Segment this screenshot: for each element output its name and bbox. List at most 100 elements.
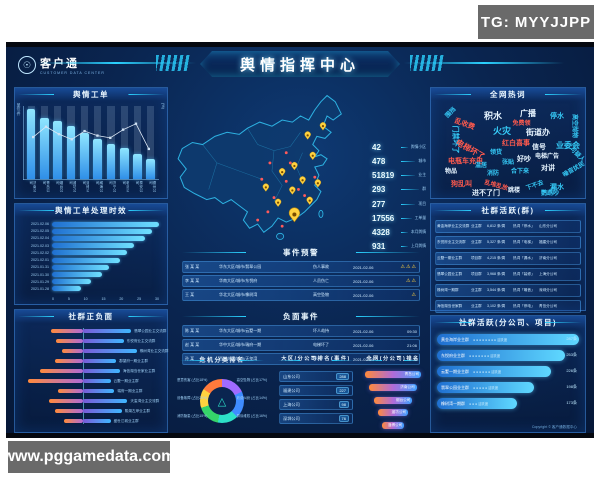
- group-type: 业主群: [471, 240, 482, 244]
- positive-bar: [82, 328, 132, 334]
- tg-watermark-badge: TG: MYYJJPP: [478, 5, 594, 39]
- keyword: 坏人劫持: [313, 328, 329, 333]
- positive-bar: [82, 368, 120, 374]
- slice-label: 收费纠纷 (占比14%): [236, 396, 267, 400]
- bar-track: [133, 106, 142, 179]
- region-rank-rows: 山东公司 288 福建公司 227 上海公司 98 深圳公司 76: [274, 368, 358, 427]
- bar: [26, 108, 36, 179]
- positive-bar: [82, 408, 122, 414]
- hot-word: 进不了门: [472, 190, 500, 198]
- capsule-count: 226条: [566, 368, 577, 373]
- panel-title: 社群活跃(群): [431, 204, 585, 217]
- stat-row: 277 项目: [372, 200, 426, 209]
- stat-label: 群: [422, 187, 426, 192]
- hot-word: 广播: [520, 108, 536, 118]
- negative-bar: [49, 398, 83, 404]
- hot-word: 下不去: [525, 179, 545, 192]
- hot-word: 物品: [445, 169, 458, 176]
- panel-title: 社群正负面: [15, 310, 167, 323]
- warning-level-icons: ⚠: [411, 292, 417, 298]
- x-label: 淄博公司: [82, 181, 90, 192]
- hbar-label: 2021.01.30: [31, 272, 49, 277]
- group-type: 项目群: [471, 256, 482, 260]
- page-title: 舆情指挥中心: [239, 56, 360, 74]
- branch-name: 上海分公司: [539, 272, 557, 276]
- stat-label: 舆情小区: [410, 145, 426, 149]
- panel-net-rank: 全网(分公司)排名 青岛公司 济南公司 烟台公司 潍坊公司 淄博公司: [362, 355, 424, 433]
- hot-word: 热词「电梯」: [513, 240, 535, 244]
- hbar-label: 2021.01.28: [31, 286, 49, 291]
- warning-level-icons: ⚠⚠⚠: [400, 264, 417, 270]
- bar-column: [79, 106, 89, 179]
- message-count: 3,968 条/周: [487, 272, 506, 276]
- stat-row: 4328 本月舆情: [372, 228, 426, 237]
- negative-row: 赵 某 某 华中大区/城市/瑞府一期 电梯坏了 2021-02-06 21:06: [182, 339, 420, 351]
- event-dot: [272, 196, 276, 200]
- event-date: 2021-02-06: [353, 264, 374, 270]
- group-type: 业主群: [471, 224, 482, 228]
- taiwan-island: [318, 209, 324, 218]
- location-pin-icon: [319, 122, 327, 131]
- hot-word: 热词「停水」: [513, 224, 535, 228]
- hot-word: 张贴: [502, 159, 515, 166]
- hbar-row: 2021.01.30: [21, 272, 159, 278]
- hbar-row: 2021.02.01: [21, 257, 159, 263]
- hbar: [52, 272, 102, 278]
- hbar-chart: 2021.02.06 2021.02.05 2021.02.04 2021.02.03…: [21, 221, 159, 292]
- x-label: 德州公司: [149, 181, 156, 192]
- bar-track: [147, 106, 155, 179]
- company-name: 山东公司: [283, 373, 300, 379]
- group-row: 黄金海岸业主交流群 业主群 6,812 条/周 热词「停水」 山东分公司: [435, 220, 581, 233]
- hbar-row: 2021.02.05: [21, 228, 159, 234]
- warning-row: 张 某 某 华东大区/城市/翡翠公园 伤人事故 2021-02-06 ⚠⚠⚠: [182, 261, 420, 273]
- diverging-row: 橡树湾业主交流群: [21, 348, 168, 354]
- bar: [119, 148, 129, 179]
- panel-title: 事件预警: [178, 247, 424, 258]
- x-tick: 0: [52, 297, 54, 301]
- group-row: 云墅一期业主群 项目群 4,215 条/周 热词「漏水」 济南分公司: [435, 252, 581, 265]
- diverging-row: 东悦府业主交流群: [21, 338, 161, 344]
- x-ticks: 0 5 10 15 20 25 30: [52, 297, 159, 301]
- hot-word: 对讲: [541, 165, 555, 173]
- diverging-row: 熙湖左岸业主群: [21, 408, 161, 414]
- event-date: 2021-02-06: [353, 342, 374, 348]
- x-label: 泰安公司: [136, 181, 143, 192]
- hot-word: 好吵: [517, 155, 531, 163]
- hot-word: 红白喜事: [502, 140, 530, 148]
- warning-rows: 张 某 某华东大区/城市/翡翠公园 伤人事故 2021-02-06 ⚠⚠⚠ 李 某 某华…: [178, 259, 424, 303]
- hbar-row: 2021.02.02: [21, 250, 159, 256]
- hot-word: 停水: [550, 113, 564, 121]
- slice-label: 高空坠物 (占比17%): [236, 378, 267, 382]
- person-name: 张 某 某: [185, 264, 200, 269]
- person-name: 赵 某 某: [185, 342, 200, 347]
- negative-bar: [39, 368, 83, 374]
- positive-bar: [82, 398, 128, 404]
- event-dot: [268, 161, 272, 165]
- panel-title: 舆情工单处理时效: [15, 204, 167, 217]
- hot-word: 温居: [475, 163, 488, 170]
- capsule-label: 云墅一期业主群: [441, 368, 469, 374]
- hbar-label: 2021.02.02: [31, 250, 49, 255]
- group-name: 海信湖岛世家群: [437, 304, 463, 308]
- hbar-track: [52, 257, 159, 263]
- hbar-label: 2021.02.03: [31, 243, 49, 248]
- group-row: 橡树湾一期群 业主群 3,544 条/周 热词「噪音」 深圳分公司: [435, 284, 581, 297]
- header-deco-steps-right: [410, 55, 444, 71]
- negative-bar: [54, 408, 83, 414]
- hot-word: 高空抛物: [571, 114, 578, 139]
- stat-line: [401, 231, 408, 233]
- x-tick: 30: [154, 297, 159, 301]
- stat-value: 478: [372, 157, 386, 167]
- capsule-row: 翡翠公园业主群 ● ● ● ● ● 活跃度 198条: [437, 382, 579, 393]
- bar: [40, 117, 49, 179]
- hot-word: 热词「停电」: [513, 304, 535, 308]
- hbar: [52, 257, 120, 263]
- row-label: 盛世江城业主群: [113, 418, 139, 423]
- branch-name: 济南分公司: [539, 256, 557, 260]
- capsule-activity: ● ● ● ● ● ● 活跃度: [473, 370, 502, 374]
- stat-label: 工单量: [414, 215, 426, 220]
- hot-word: 免费领: [512, 121, 531, 128]
- hbar-track: [52, 264, 159, 270]
- slice-label: 消防隐患 (占比15%): [177, 414, 208, 418]
- hbar-track: [52, 286, 159, 292]
